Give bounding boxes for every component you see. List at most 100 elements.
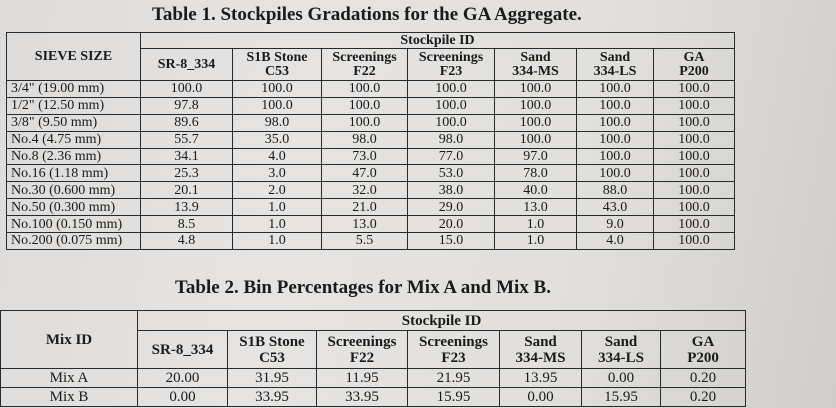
column-header-line1: GA [691,333,715,350]
row-label: 1/2" (12.50 mm) [6,96,141,115]
table-cell: 38.0 [407,181,495,200]
table-cell: 98.0 [321,130,408,149]
table-cell: 100.0 [576,113,654,132]
table-cell: 13.0 [494,198,577,217]
table2-title: Table 2. Bin Percentages for Mix A and M… [175,277,551,298]
table-cell: 55.7 [140,130,233,149]
column-header-line1: Sand [599,49,631,65]
table-row: No.100 (0.150 mm) 8.5 1.0 13.0 20.0 1.0 9.0 100… [6,215,736,234]
column-header: Sand 334-LS [576,48,654,81]
column-header: S1B Stone C53 [232,48,322,81]
table-cell: 31.95 [227,368,317,388]
table1-title: Table 1. Stockpiles Gradations for the G… [152,4,582,25]
table-cell: 53.0 [407,164,495,183]
column-header: Sand 334-MS [494,48,577,81]
column-header: Screenings F23 [407,330,500,369]
column-header-line1: Screenings [418,49,484,65]
table-cell: 13.95 [499,368,582,388]
table-cell: 1.0 [494,215,577,234]
table-cell: 20.0 [407,215,495,234]
table-cell: 34.1 [140,147,233,166]
table-cell: 9.0 [576,215,654,234]
table-row: Mix A 20.00 31.95 11.95 21.95 13.95 0.00 0.20 [0,368,747,388]
column-header-line2: 334-LS [593,63,637,79]
column-header: GA P200 [652,48,736,81]
table-cell: 88.0 [576,181,654,200]
table-cell: 100.0 [494,80,577,98]
column-header: GA P200 [659,330,747,369]
table-cell: 25.3 [140,164,233,183]
table-cell: 29.0 [407,198,495,217]
table-cell: 32.0 [321,181,408,200]
table-cell: 15.95 [407,387,500,407]
gradation-table: SIEVE SIZE Stockpile ID SR-8_334 S1B Ston… [6,32,736,250]
table-cell: 2.0 [232,181,322,200]
table-cell: 100.0 [232,96,322,115]
table-cell: 100.0 [576,164,654,183]
table-row: No.4 (4.75 mm) 55.7 35.0 98.0 98.0 100.0 100.0… [6,130,736,149]
table-cell: 100.0 [652,215,736,234]
table-cell: 98.0 [407,130,495,149]
table-cell: 0.20 [659,387,747,407]
row-label: No.200 (0.075 mm) [6,232,141,250]
table-cell: 100.0 [652,96,736,115]
stockpile-id-header: Stockpile ID [139,32,736,49]
table-cell: 100.0 [652,181,736,200]
table-cell: 100.0 [140,80,233,98]
table-cell: 20.1 [140,181,233,200]
column-header-line2: 334-MS [515,349,566,366]
column-header: Sand 334-MS [499,330,582,369]
column-header-line2: F22 [353,63,376,79]
column-header-line2: P200 [679,63,709,79]
row-label: No.8 (2.36 mm) [6,147,141,166]
table-cell: 40.0 [494,181,577,200]
table-cell: 0.00 [499,387,582,407]
table-row: 3/8" (9.50 mm) 89.6 98.0 100.0 100.0 100.0 100… [6,113,736,132]
table-cell: 13.9 [140,198,233,217]
column-header-line1: Screenings [419,333,488,350]
table-cell: 3.0 [232,164,322,183]
column-header: Sand 334-LS [581,330,661,369]
table-cell: 15.95 [581,387,661,407]
table-cell: 100.0 [576,147,654,166]
row-label: Mix A [0,368,138,388]
column-header: SR-8_334 [137,330,228,369]
table-cell: 43.0 [576,198,654,217]
table-cell: 33.95 [316,387,408,407]
table-cell: 35.0 [232,130,322,149]
table-cell: 15.0 [407,232,495,250]
table-cell: 100.0 [652,232,736,250]
table-row: No.30 (0.600 mm) 20.1 2.0 32.0 38.0 40.0 88.0 1… [6,181,736,200]
column-header-line2: C53 [259,349,285,366]
table-cell: 100.0 [407,113,495,132]
table-row: No.8 (2.36 mm) 34.1 4.0 73.0 77.0 97.0 100.0 10… [6,147,736,166]
column-header-line1: Screenings [327,333,397,350]
table-cell: 21.95 [407,368,500,388]
column-header-line2: F22 [349,349,375,366]
table-cell: 11.95 [316,368,408,388]
bin-percentage-table: Mix ID Stockpile ID SR-8_334 S1B Stone C53… [0,310,747,407]
row-label: 3/8" (9.50 mm) [6,113,141,132]
sieve-size-header: SIEVE SIZE [6,32,141,81]
column-header-line2: 334-LS [598,349,644,366]
column-header-line2: F23 [439,63,463,79]
table-cell: 100.0 [576,80,654,98]
row-label: Mix B [0,387,138,407]
table-cell: 8.5 [140,215,233,234]
column-header-line2: 334-MS [512,63,559,79]
column-header-line1: Sand [520,49,551,65]
table-cell: 1.0 [232,232,322,250]
column-header-line1: GA [683,49,705,65]
column-header-line2: F23 [441,349,466,366]
table-cell: 98.0 [232,113,322,132]
column-header-line1: Screenings [332,49,397,65]
table-cell: 1.0 [232,215,322,234]
table-cell: 4.0 [576,232,654,250]
column-header-line1: S1B Stone [239,333,305,350]
table-cell: 4.8 [140,232,233,250]
table-cell: 1.0 [232,198,322,217]
row-label: No.100 (0.150 mm) [6,215,141,234]
table-cell: 33.95 [227,387,317,407]
row-label: No.16 (1.18 mm) [6,164,141,183]
